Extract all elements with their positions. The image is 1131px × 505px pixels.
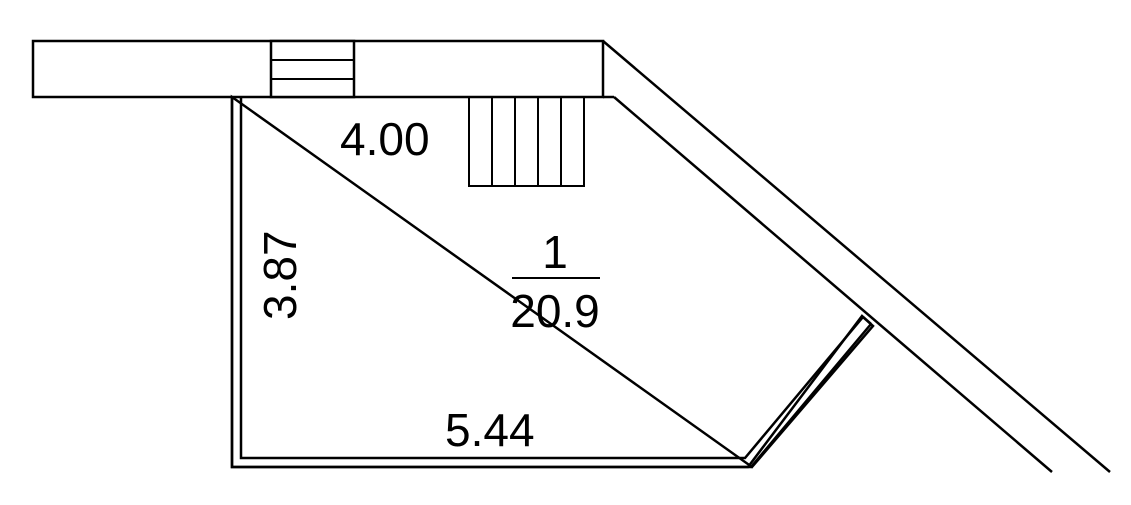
dimension-left-label: 3.87	[254, 230, 306, 320]
dimension-bottom-label: 5.44	[445, 404, 535, 456]
room-number: 1	[542, 226, 568, 278]
dimension-top-label: 4.00	[340, 113, 430, 165]
room-wall-left-outer	[230, 97, 872, 469]
staircase	[468, 96, 585, 187]
room-area: 20.9	[510, 285, 600, 337]
room-wall-left-inner	[239, 97, 864, 460]
diagonal-wall-outer	[602, 40, 1111, 473]
room-wall-cap	[862, 316, 872, 325]
diagonal-wall-inner	[613, 96, 1053, 473]
room-outline-outer	[230, 94, 875, 469]
top-wall-opening	[269, 39, 356, 99]
